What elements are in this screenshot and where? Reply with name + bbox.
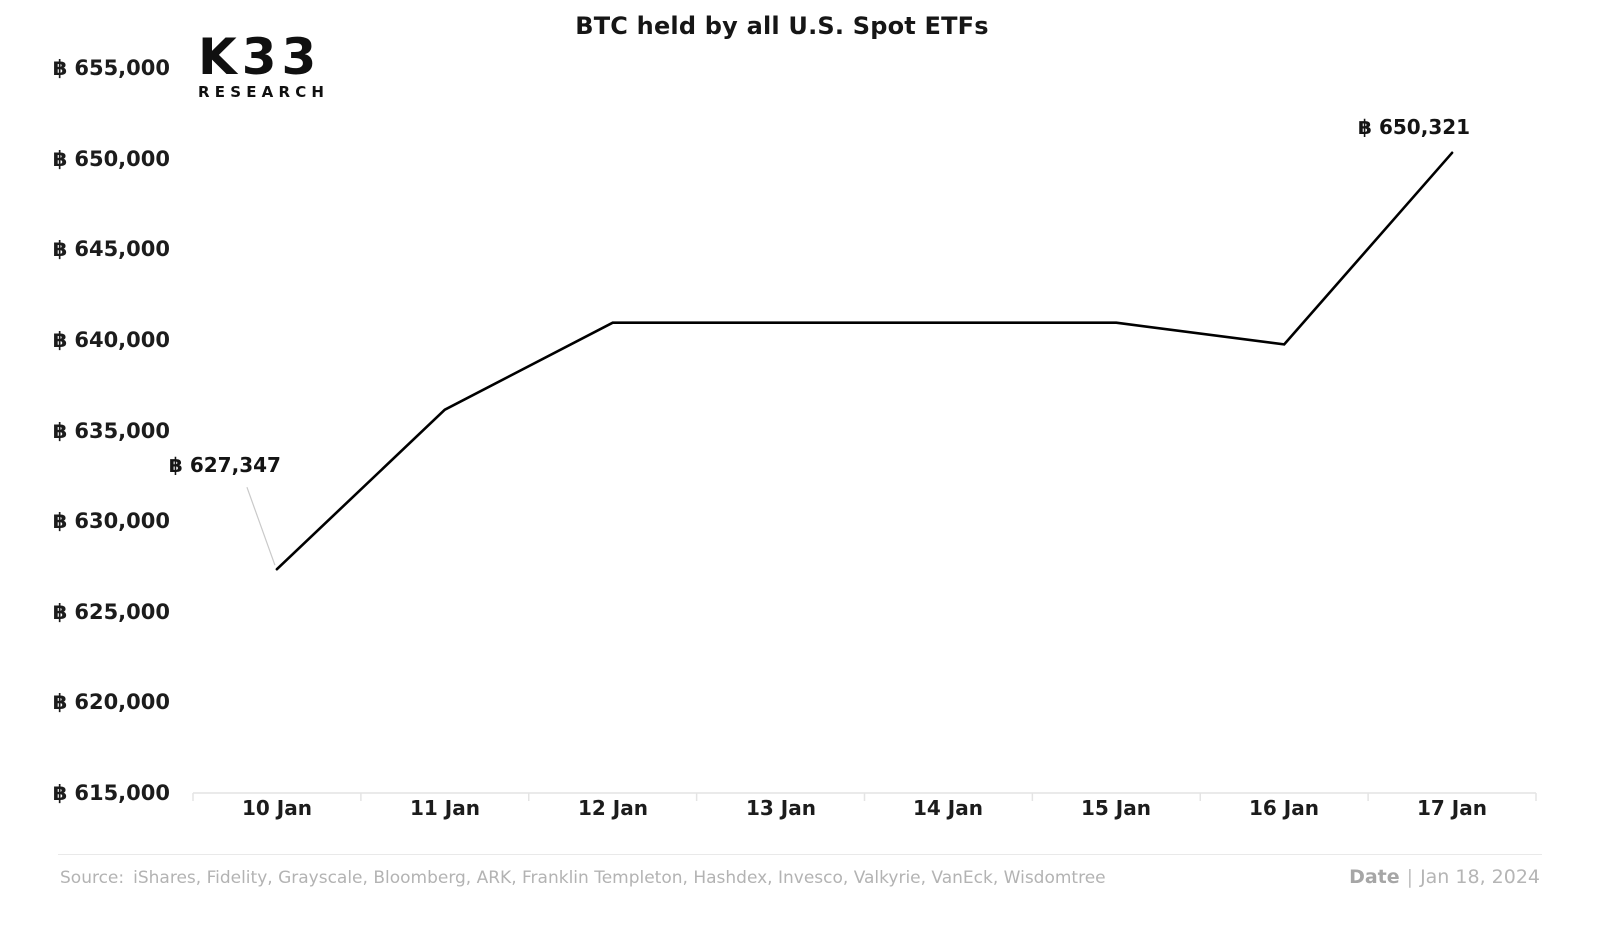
annotation-connector-line <box>246 487 276 566</box>
y-axis-label-value: 615,000 <box>74 781 170 805</box>
x-axis-label: 12 Jan <box>543 796 683 820</box>
y-axis-label-value: 635,000 <box>74 419 170 443</box>
x-axis-label: 13 Jan <box>711 796 851 820</box>
k33-research-logo: K33 RESEARCH <box>198 32 329 100</box>
y-axis-label-value: 655,000 <box>74 56 170 80</box>
y-axis-label-value: 620,000 <box>74 690 170 714</box>
btc-currency-icon: ฿ <box>168 453 183 478</box>
x-axis-label-value: 14 Jan <box>913 796 983 820</box>
y-axis-label: ฿ 645,000 <box>30 237 170 261</box>
x-axis-label-value: 15 Jan <box>1081 796 1151 820</box>
x-axis-label-value: 10 Jan <box>242 796 312 820</box>
btc-currency-icon: ฿ <box>52 690 68 714</box>
btc-currency-icon: ฿ <box>52 147 68 171</box>
y-axis-label: ฿ 650,000 <box>30 147 170 171</box>
source-list: iShares, Fidelity, Grayscale, Bloomberg,… <box>133 868 1106 888</box>
data-point-label-value: 650,321 <box>1378 114 1471 139</box>
btc-currency-icon: ฿ <box>52 509 68 533</box>
logo-research-text: RESEARCH <box>198 83 330 101</box>
source-label: Source: <box>60 868 125 888</box>
footer-date: Date | Jan 18, 2024 <box>1349 866 1540 888</box>
x-axis-label: 11 Jan <box>375 796 515 820</box>
btc-currency-icon: ฿ <box>1358 114 1372 139</box>
line-chart-plot <box>192 151 1537 801</box>
y-axis-label: ฿ 630,000 <box>30 509 170 533</box>
y-axis-label: ฿ 620,000 <box>30 690 170 714</box>
btc-currency-icon: ฿ <box>52 781 68 805</box>
btc-currency-icon: ฿ <box>52 56 68 80</box>
y-axis-label-value: 640,000 <box>74 328 170 352</box>
x-axis-label-value: 17 Jan <box>1417 796 1487 820</box>
x-axis-label-value: 12 Jan <box>578 796 648 820</box>
x-axis-label: 16 Jan <box>1214 796 1354 820</box>
btc-currency-icon: ฿ <box>52 419 68 443</box>
x-axis-label-value: 13 Jan <box>746 796 816 820</box>
data-point-label: ฿ 650,321 <box>1358 115 1470 139</box>
date-separator: | <box>1406 866 1414 888</box>
y-axis-label: ฿ 615,000 <box>30 781 170 805</box>
btc-currency-icon: ฿ <box>52 600 68 624</box>
x-axis-label: 17 Jan <box>1382 796 1522 820</box>
y-axis-label: ฿ 655,000 <box>30 56 170 80</box>
data-point-label: ฿ 627,347 <box>169 453 281 477</box>
y-axis-label: ฿ 625,000 <box>30 600 170 624</box>
btc-currency-icon: ฿ <box>52 237 68 261</box>
logo-k33-text: K33 <box>198 28 322 86</box>
chart-title: BTC held by all U.S. Spot ETFs <box>575 12 989 40</box>
y-axis-label-value: 645,000 <box>74 237 170 261</box>
x-axis-label: 15 Jan <box>1046 796 1186 820</box>
y-axis-label: ฿ 635,000 <box>30 419 170 443</box>
y-axis-label-value: 625,000 <box>74 600 170 624</box>
x-axis-label-value: 16 Jan <box>1249 796 1319 820</box>
y-axis-label-value: 650,000 <box>74 147 170 171</box>
btc-holdings-line <box>275 151 1454 571</box>
footer-divider <box>58 854 1542 855</box>
x-axis-label: 14 Jan <box>878 796 1018 820</box>
y-axis-label: ฿ 640,000 <box>30 328 170 352</box>
data-point-label-value: 627,347 <box>189 453 281 478</box>
date-value: Jan 18, 2024 <box>1420 866 1540 888</box>
date-label: Date <box>1349 866 1400 888</box>
x-axis-label: 10 Jan <box>207 796 347 820</box>
y-axis-label-value: 630,000 <box>74 509 170 533</box>
btc-currency-icon: ฿ <box>52 328 68 352</box>
x-axis-label-value: 11 Jan <box>410 796 480 820</box>
footer-source: Source: iShares, Fidelity, Grayscale, Blo… <box>60 868 1106 888</box>
